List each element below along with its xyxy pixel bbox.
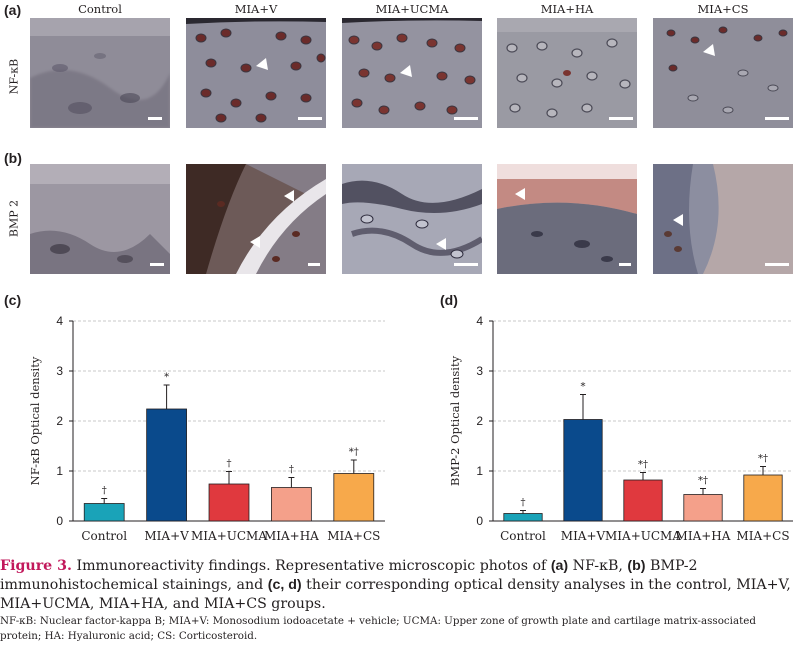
arrowhead-icon <box>250 236 260 248</box>
bar-mia-ucma <box>208 483 250 522</box>
bar-mia-cs <box>743 474 783 522</box>
caption-bold-b: (b) <box>627 558 646 574</box>
caption-text-2: NF-κB, <box>568 558 628 574</box>
chart-bmp2: 0 1 2 3 4 BMP-2 Optical density † Control * MIA+V… <box>432 300 794 550</box>
micrograph-nfkb-mia-ha <box>497 18 637 128</box>
micrograph-bmp2-mia-cs <box>653 164 793 274</box>
scale-bar <box>609 117 633 120</box>
x-tick-label: Control <box>500 529 546 543</box>
caption-bold-cd: (c, d) <box>267 577 302 593</box>
scale-bar <box>765 263 789 266</box>
micrograph-nfkb-control <box>30 18 170 128</box>
y-tick-label: 1 <box>476 464 483 478</box>
y-tick-label: 4 <box>56 314 63 328</box>
micrograph-nfkb-mia-cs <box>653 18 793 128</box>
significance-label: *† <box>698 476 708 487</box>
y-axis-label: BMP-2 Optical density <box>448 355 462 486</box>
micrograph-bmp2-control <box>30 164 170 274</box>
y-tick-label: 2 <box>476 414 483 428</box>
arrowhead-icon <box>515 188 525 200</box>
column-label-mia-ucma: MIA+UCMA <box>375 2 449 16</box>
row-label-nfkb: NF-κB <box>7 58 21 95</box>
caption-bold-a: (a) <box>550 558 569 574</box>
micrograph-bmp2-mia-v <box>186 164 326 274</box>
scale-bar <box>148 117 162 120</box>
significance-label: † <box>289 465 294 476</box>
x-tick-label: MIA+V <box>561 529 606 543</box>
x-tick-label: MIA+HA <box>264 529 319 543</box>
chart-nfkb: 0 1 2 3 4 NF-κB Optical density † Control * MIA+V… <box>0 300 400 550</box>
arrowhead-icon <box>703 44 715 56</box>
x-tick-label: MIA+V <box>144 529 189 543</box>
y-tick-label: 4 <box>476 314 483 328</box>
significance-label: *† <box>638 460 648 471</box>
arrowhead-icon <box>436 238 446 250</box>
bar-mia-cs <box>333 473 375 522</box>
column-label-mia-cs: MIA+CS <box>697 2 749 16</box>
bar-mia-v <box>146 408 187 522</box>
significance-label: † <box>102 486 107 497</box>
scale-bar <box>765 117 789 120</box>
significance-label: † <box>521 498 526 509</box>
y-tick-label: 2 <box>56 414 63 428</box>
figure-caption: Figure 3. Immunoreactivity findings. Rep… <box>0 557 794 614</box>
y-tick-label: 1 <box>56 464 63 478</box>
y-tick-label: 3 <box>476 364 483 378</box>
micrograph-nfkb-mia-ucma <box>342 18 482 128</box>
scale-bar <box>454 117 478 120</box>
significance-label: *† <box>758 454 768 465</box>
column-label-control: Control <box>78 2 122 16</box>
micrograph-nfkb-mia-v <box>186 18 326 128</box>
significance-label: * <box>164 372 169 383</box>
significance-label: * <box>581 382 586 393</box>
arrowhead-icon <box>400 65 412 77</box>
scale-bar <box>308 263 320 266</box>
scale-bar <box>619 263 631 266</box>
panel-letter-b: (b) <box>4 150 22 166</box>
bar-mia-ha <box>271 487 312 522</box>
row-label-bmp2: BMP 2 <box>7 199 21 238</box>
panel-letter-d: (d) <box>440 292 458 308</box>
x-tick-label: MIA+UCMA <box>605 529 681 543</box>
arrowhead-icon <box>284 190 294 202</box>
caption-text-1: Immunoreactivity findings. Representativ… <box>71 558 551 574</box>
bar-mia-ucma <box>623 479 663 522</box>
column-label-mia-v: MIA+V <box>234 2 278 16</box>
y-tick-label: 3 <box>56 364 63 378</box>
bar-mia-ha <box>683 494 723 522</box>
scale-bar <box>298 117 322 120</box>
x-tick-label: Control <box>81 529 127 543</box>
x-tick-label: MIA+CS <box>327 529 380 543</box>
bar-control <box>503 513 543 522</box>
figure-label: Figure 3. <box>0 558 72 574</box>
bar-control <box>83 503 125 522</box>
caption-text-3: BMP-2 immunohistochemical stainings, and <box>0 558 698 593</box>
y-tick-label: 0 <box>56 514 63 528</box>
micrograph-bmp2-mia-ucma <box>342 164 482 274</box>
figure-footnote: NF-κB: Nuclear factor-kappa B; MIA+V: Mo… <box>0 615 756 642</box>
x-tick-label: MIA+CS <box>736 529 789 543</box>
scale-bar <box>150 263 164 266</box>
panel-letter-c: (c) <box>4 292 22 308</box>
y-axis-label: NF-κB Optical density <box>28 356 42 485</box>
arrowhead-icon <box>673 214 683 226</box>
y-tick-label: 0 <box>476 514 483 528</box>
arrowhead-icon <box>256 58 268 70</box>
scale-bar <box>454 263 478 266</box>
significance-label: † <box>227 459 232 470</box>
caption-text-4: their corresponding optical density anal… <box>0 577 791 612</box>
column-label-mia-ha: MIA+HA <box>540 2 594 16</box>
panel-letter-a: (a) <box>4 2 22 18</box>
bar-mia-v <box>563 419 603 522</box>
x-tick-label: MIA+HA <box>676 529 731 543</box>
significance-label: *† <box>349 447 359 458</box>
x-tick-label: MIA+UCMA <box>191 529 267 543</box>
micrograph-bmp2-mia-ha <box>497 164 637 274</box>
